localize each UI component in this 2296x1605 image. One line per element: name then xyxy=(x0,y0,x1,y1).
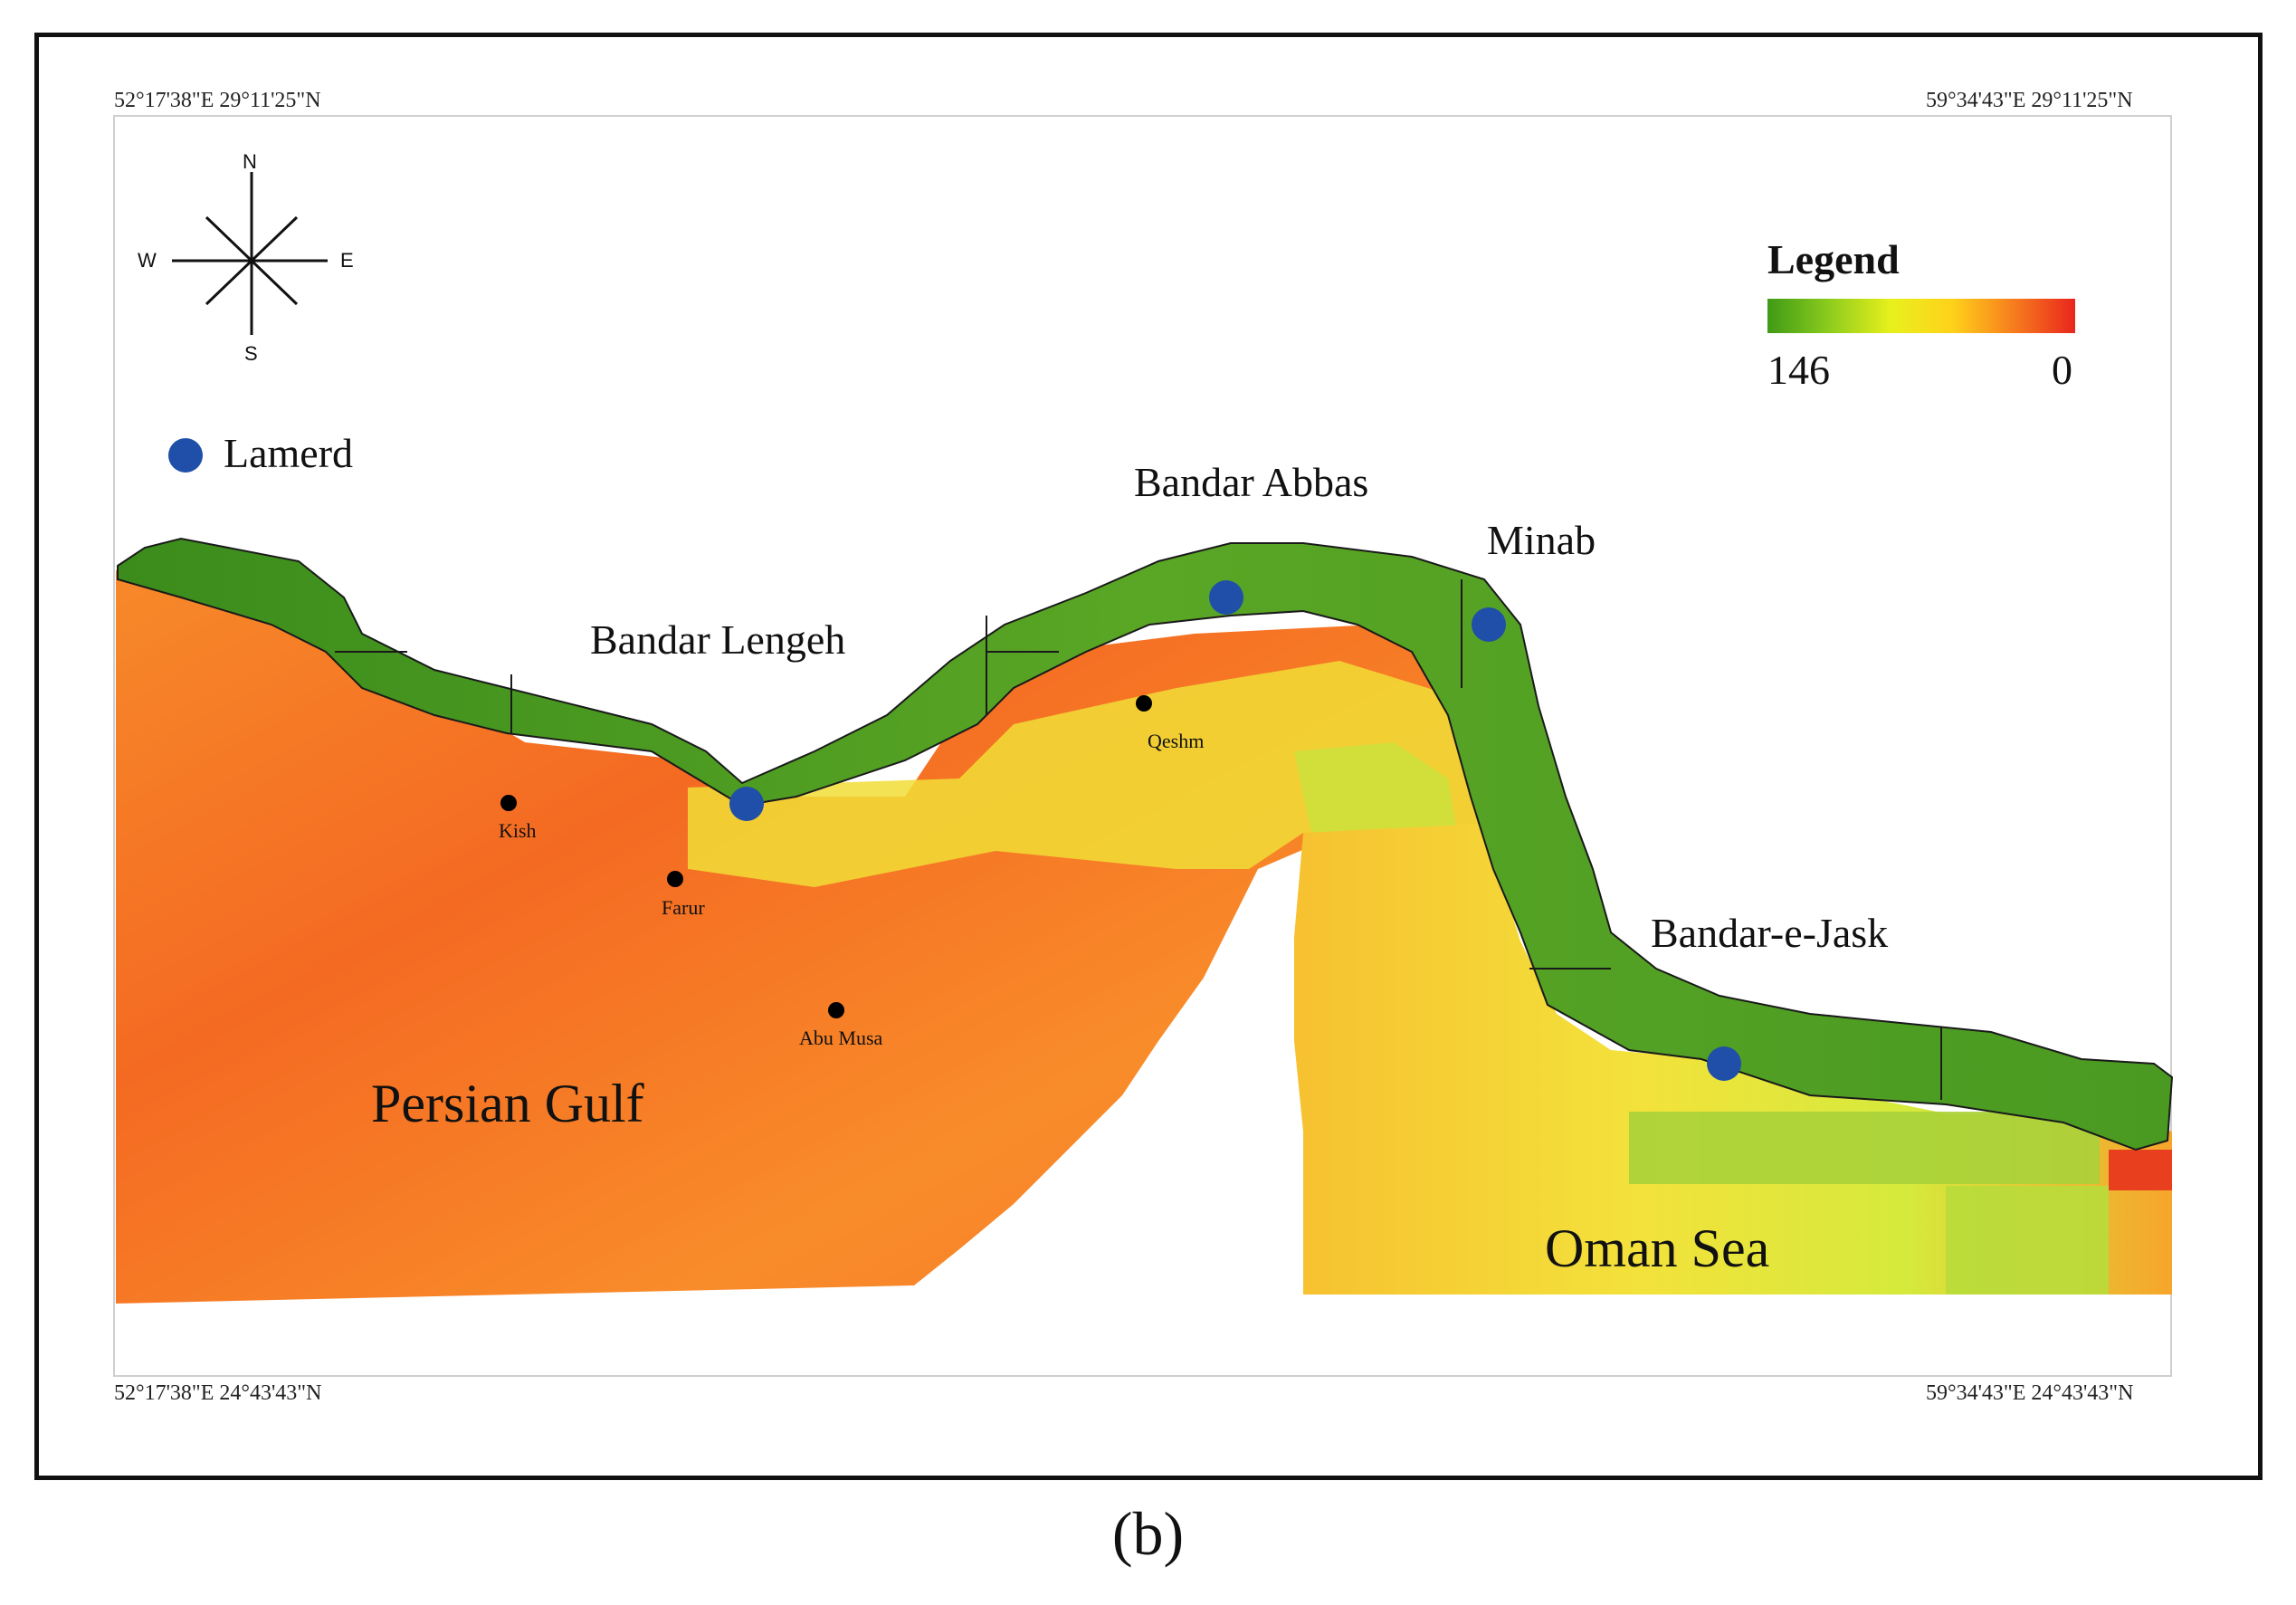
label-farur: Farur xyxy=(662,896,705,919)
strait-zone xyxy=(688,661,1480,887)
coord-top-left: 52°17'38"E 29°11'25"N xyxy=(114,89,321,112)
legend-color-ramp xyxy=(1767,299,2075,333)
label-kish: Kish xyxy=(499,819,537,842)
island-kish-dot xyxy=(500,795,517,811)
strait-green xyxy=(1294,742,1457,837)
label-bandar-lengeh: Bandar Lengeh xyxy=(590,616,846,663)
station-minab-dot xyxy=(1472,607,1506,642)
legend-max-label: 146 xyxy=(1767,347,1830,393)
station-bandar-lengeh-dot xyxy=(729,787,764,821)
station-bandar-abbas-dot xyxy=(1209,580,1243,615)
oman-green-patch xyxy=(1946,1186,2109,1295)
oman-red-corner xyxy=(2109,1150,2172,1190)
coord-bottom-left: 52°17'38"E 24°43'43"N xyxy=(114,1381,322,1405)
label-persian-gulf: Persian Gulf xyxy=(371,1074,644,1133)
figure-caption: (b) xyxy=(1111,1499,1185,1568)
label-abu-musa: Abu Musa xyxy=(799,1027,883,1049)
compass-n-label: N xyxy=(243,150,257,173)
label-minab: Minab xyxy=(1487,517,1596,563)
label-bandar-abbas: Bandar Abbas xyxy=(1134,459,1369,505)
island-markers xyxy=(500,695,1152,1018)
map-extent-border xyxy=(113,115,2172,1377)
compass-w-label: W xyxy=(138,249,157,272)
station-legend-label: Lamerd xyxy=(224,430,354,476)
label-oman-sea: Oman Sea xyxy=(1545,1218,1770,1278)
label-bandar-e-jask: Bandar-e-Jask xyxy=(1651,910,1889,956)
station-bandar-e-jask-dot xyxy=(1707,1046,1741,1081)
legend-title: Legend xyxy=(1767,236,1900,282)
compass-rose-icon xyxy=(172,172,328,335)
label-qeshm: Qeshm xyxy=(1148,730,1205,752)
legend-min-label: 0 xyxy=(2052,347,2072,393)
station-markers xyxy=(729,580,1741,1081)
coord-top-right: 59°34'43"E 29°11'25"N xyxy=(1926,89,2133,112)
island-abumusa-dot xyxy=(828,1002,844,1018)
admin-boundaries xyxy=(335,579,1942,1100)
island-qeshm-dot xyxy=(1136,695,1152,712)
compass-e-label: E xyxy=(340,249,354,272)
coord-bottom-right: 59°34'43"E 24°43'43"N xyxy=(1926,1381,2134,1405)
oman-green-band xyxy=(1629,1112,2100,1184)
island-farur-dot xyxy=(667,871,683,887)
station-legend-dot xyxy=(168,438,203,473)
compass-s-label: S xyxy=(244,342,258,365)
musandam-land xyxy=(1177,869,1303,1313)
